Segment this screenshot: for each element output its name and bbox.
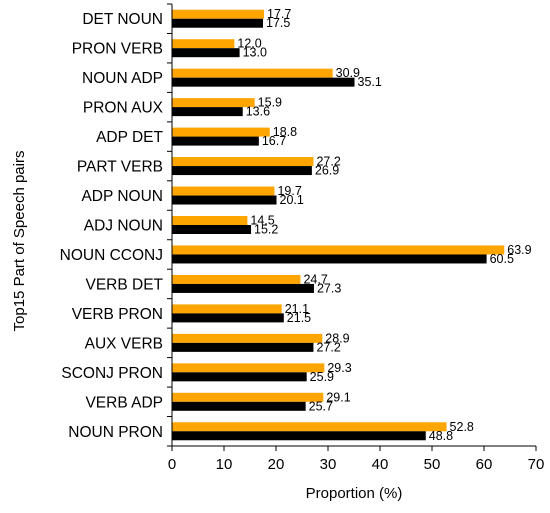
bar-series-2 [172,18,263,28]
x-tick-label: 30 [320,456,337,473]
bar-series-2 [172,254,487,264]
bar-series-2 [172,48,240,58]
category-label: NOUN ADP [82,70,163,87]
data-label: 29.1 [326,390,350,404]
bars-layer [172,9,505,441]
category-label: NOUN PRON [68,424,163,441]
x-tick-label: 40 [372,456,389,473]
data-label: 63.9 [507,243,531,257]
data-label: 20.1 [280,193,304,207]
bar-series-1 [172,216,248,225]
data-label: 12.0 [237,37,261,51]
labels-layer: DET NOUN 17.717.5 PRON VERB 12.013.0 NOUN AD… [60,7,545,473]
x-tick-label: 60 [476,456,493,473]
data-label: 18.8 [273,125,297,139]
data-label: 19.7 [277,184,301,198]
category-label: VERB DET [85,276,163,293]
category-label: VERB PRON [72,306,163,323]
bar-series-1 [172,422,447,432]
bar-series-2 [172,372,307,382]
data-label: 27.2 [316,340,340,354]
x-tick-label: 70 [528,456,545,473]
axes-layer [171,4,536,447]
bar-series-1 [172,157,314,167]
bar-series-1 [172,274,301,284]
bar-series-1 [172,9,265,19]
x-tick-label: 10 [216,456,233,473]
bar-series-1 [172,304,282,314]
category-label: AUX VERB [85,335,163,352]
data-label: 14.5 [250,214,274,228]
bar-series-1 [172,333,323,343]
data-label: 13.6 [246,105,270,119]
data-label: 26.9 [315,164,339,178]
data-label: 16.7 [262,134,286,148]
category-label: NOUN CCONJ [60,247,163,264]
bar-series-2 [172,313,284,323]
category-label: ADP DET [96,129,163,146]
data-label: 60.5 [490,252,514,266]
data-label: 25.7 [309,399,333,413]
bar-series-1 [172,39,235,49]
x-tick-label: 0 [168,456,176,473]
category-label: DET NOUN [82,11,163,28]
data-label: 24.7 [303,272,327,286]
x-tick-label: 20 [268,456,285,473]
bar-series-2 [172,166,312,176]
bar-series-2 [172,136,259,146]
data-label: 15.2 [254,223,278,237]
bar-series-1 [172,392,324,402]
bar-series-1 [172,245,505,255]
data-label: 48.8 [429,429,453,443]
category-label: VERB ADP [85,394,163,411]
bar-series-1 [172,127,270,137]
y-axis-title: Top15 Part of Speech pairs [11,151,28,332]
bar-series-1 [172,98,255,108]
category-label: ADP NOUN [81,188,163,205]
bar-series-2 [172,401,306,411]
bar-series-1 [172,186,275,196]
data-label: 17.7 [267,7,291,21]
data-label: 17.5 [266,16,290,30]
data-label: 15.9 [258,96,282,110]
category-label: ADJ NOUN [84,218,163,235]
data-label: 29.3 [327,361,351,375]
bar-series-1 [172,68,333,78]
data-label: 21.1 [285,302,309,316]
data-label: 35.1 [358,75,382,89]
data-label: 27.2 [316,155,340,169]
data-label: 21.5 [287,311,311,325]
bar-series-1 [172,363,325,373]
category-label: PRON VERB [72,41,163,58]
bar-series-2 [172,225,252,234]
data-label: 52.8 [450,420,474,434]
data-label: 13.0 [243,46,267,60]
category-label: SCONJ PRON [61,365,163,382]
category-label: PART VERB [77,159,163,176]
bar-series-2 [172,431,426,441]
data-label: 27.3 [317,281,341,295]
data-label: 25.9 [310,370,334,384]
x-axis-title: Proportion (%) [306,485,403,502]
x-tick-label: 50 [424,456,441,473]
category-label: PRON AUX [83,100,164,117]
bar-series-2 [172,342,314,352]
data-label: 28.9 [325,331,349,345]
data-label: 30.9 [336,66,360,80]
bar-series-2 [172,283,314,293]
bar-series-2 [172,77,355,87]
bar-series-2 [172,107,243,117]
bar-series-2 [172,195,277,205]
ticks-layer [167,3,537,451]
